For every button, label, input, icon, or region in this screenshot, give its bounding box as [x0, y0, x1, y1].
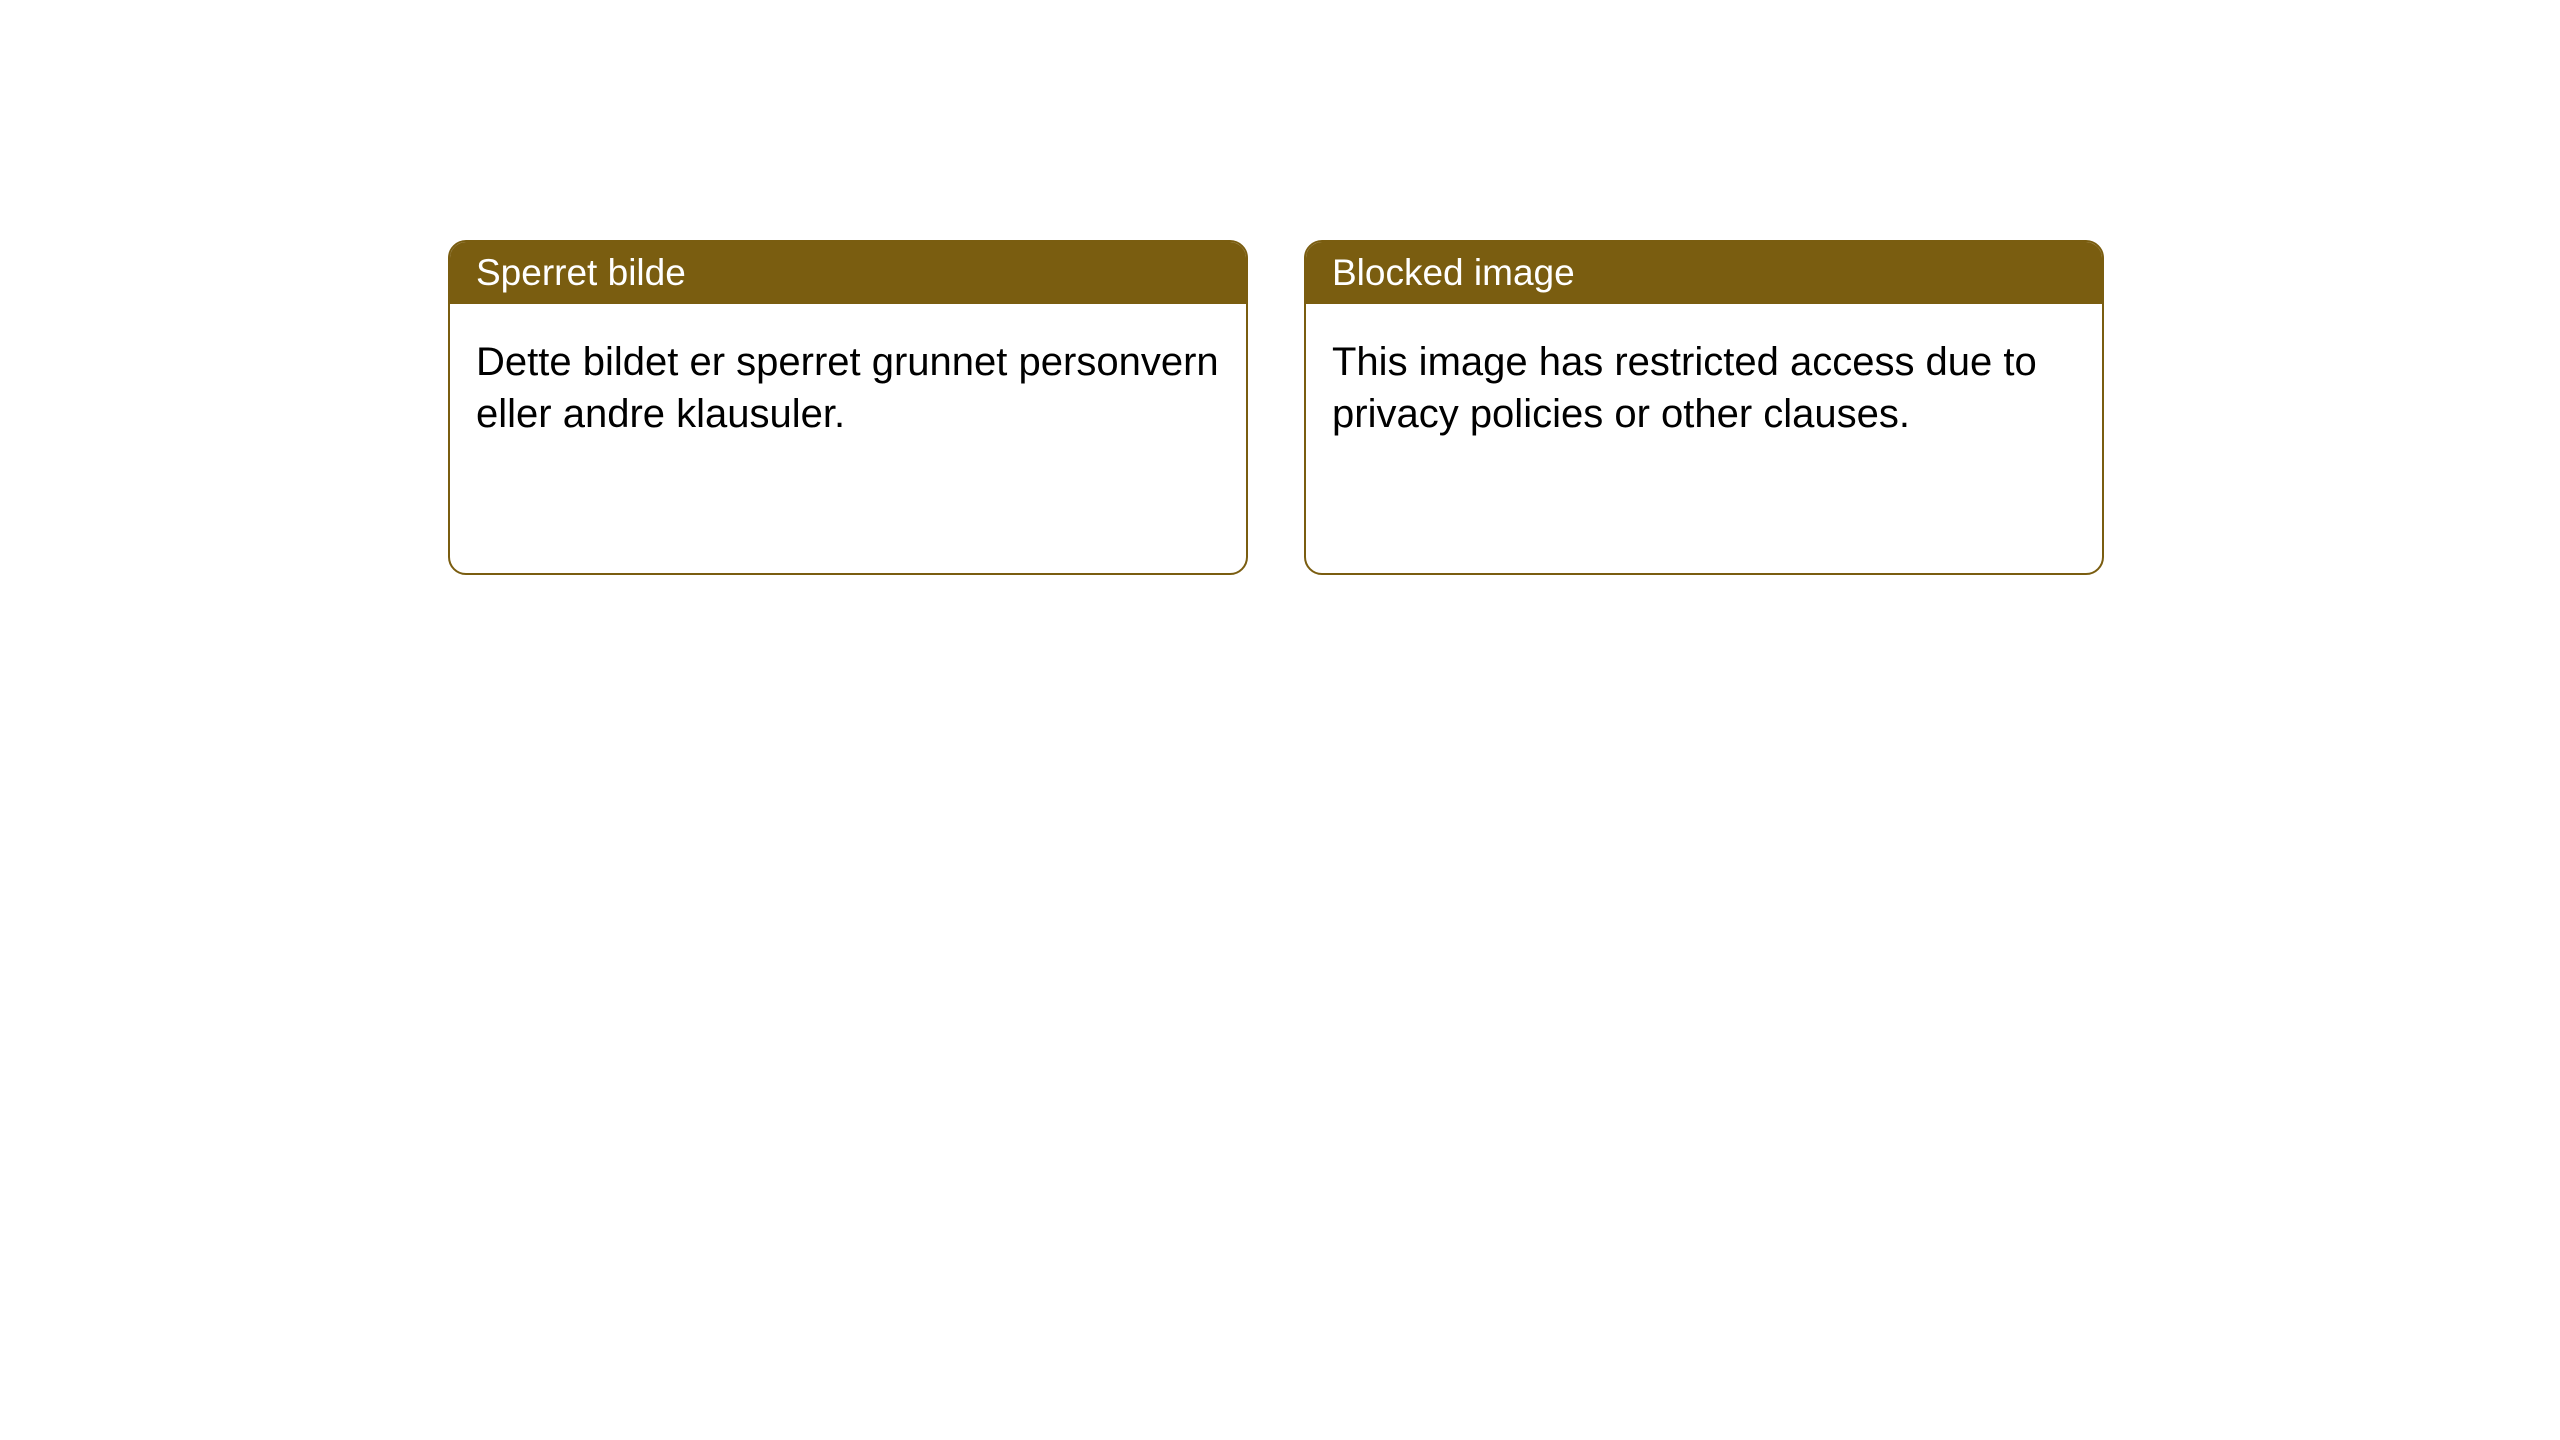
notice-container: Sperret bilde Dette bildet er sperret gr…	[0, 0, 2560, 575]
notice-header: Blocked image	[1306, 242, 2102, 304]
notice-body: This image has restricted access due to …	[1306, 304, 2102, 472]
notice-box-norwegian: Sperret bilde Dette bildet er sperret gr…	[448, 240, 1248, 575]
notice-box-english: Blocked image This image has restricted …	[1304, 240, 2104, 575]
notice-header: Sperret bilde	[450, 242, 1246, 304]
notice-body: Dette bildet er sperret grunnet personve…	[450, 304, 1246, 472]
